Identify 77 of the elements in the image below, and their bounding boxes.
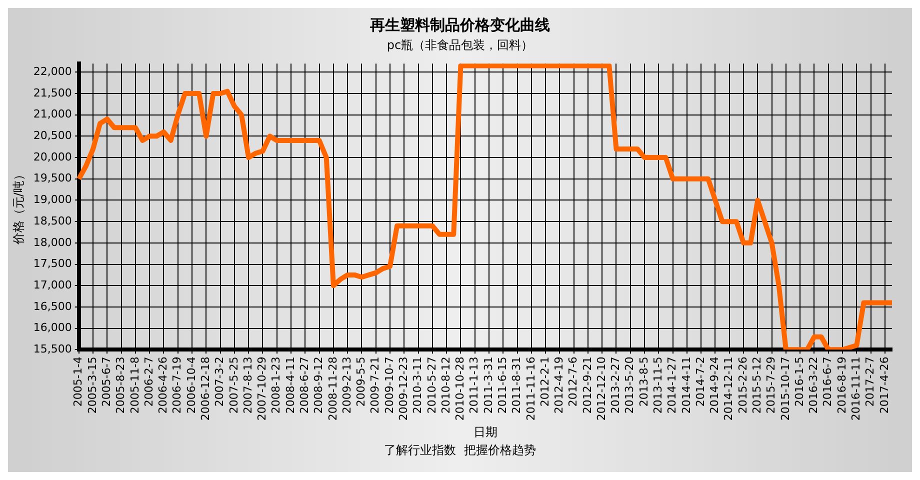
y-tick-label: 18,500 <box>33 214 72 228</box>
x-tick-label: 2017-4-26 <box>878 356 891 414</box>
x-tick-label: 2014-4-11 <box>680 356 693 414</box>
x-tick-label: 2006-4-26 <box>156 356 170 414</box>
y-tick-label: 20,500 <box>33 129 72 142</box>
x-tick-label: 2009-7-21 <box>368 356 382 414</box>
x-tick-label: 2014-9-24 <box>708 356 722 414</box>
y-tick-label: 17,500 <box>33 257 72 270</box>
x-tick-label: 2016-8-19 <box>835 356 848 414</box>
x-tick-label: 2010-10-28 <box>454 356 467 421</box>
x-tick-label: 2012-2-1 <box>538 356 552 407</box>
x-tick-label: 2014-1-27 <box>666 356 679 414</box>
x-tick-label: 2006-12-18 <box>199 356 212 421</box>
x-tick-label: 2011-8-31 <box>510 356 524 414</box>
x-tick-label: 2014-7-2 <box>694 356 707 407</box>
x-tick-label: 2008-6-27 <box>298 356 312 414</box>
x-tick-label: 2016-6-7 <box>821 356 834 407</box>
y-tick-label: 20,000 <box>33 150 72 164</box>
x-tick-label: 2011-11-16 <box>524 356 538 421</box>
x-tick-label: 2005-1-4 <box>72 356 85 407</box>
y-tick-label: 16,000 <box>33 321 72 334</box>
x-tick-label: 2008-9-12 <box>312 356 326 414</box>
x-tick-label: 2012-12-10 <box>594 356 608 421</box>
y-tick-label: 21,500 <box>33 86 72 100</box>
x-tick-label: 2011-3-31 <box>482 356 495 414</box>
y-tick-label: 21,000 <box>33 108 72 121</box>
y-tick-label: 19,500 <box>33 172 72 185</box>
x-tick-label: 2013-2-27 <box>609 356 622 414</box>
x-tick-label: 2010-8-12 <box>439 356 452 414</box>
x-tick-label: 2005-11-8 <box>128 356 142 414</box>
x-tick-label: 2009-10-7 <box>382 356 396 414</box>
x-tick-label: 2016-3-22 <box>807 356 820 414</box>
x-tick-label: 2011-1-13 <box>468 356 481 414</box>
y-tick-label: 17,000 <box>33 278 72 292</box>
x-tick-label: 2007-3-2 <box>213 356 226 407</box>
y-tick-label: 19,000 <box>33 193 72 206</box>
x-tick-label: 2008-11-28 <box>326 356 340 421</box>
x-tick-label: 2007-8-13 <box>241 356 254 414</box>
x-tick-label: 2005-3-15 <box>86 356 99 414</box>
x-tick-label: 2012-7-6 <box>566 356 580 407</box>
y-tick-label: 16,500 <box>33 300 72 313</box>
x-tick-label: 2015-7-29 <box>764 356 778 414</box>
x-tick-label: 2009-5-5 <box>354 356 368 407</box>
y-axis-title: 价格（元/吨） <box>11 168 26 246</box>
text: 了解行业指数 把握价格趋势 <box>383 442 537 459</box>
x-tick-label: 2016-11-11 <box>850 356 863 421</box>
x-tick-label: 2007-5-25 <box>227 356 240 414</box>
x-tick-label: 2012-9-21 <box>580 356 594 414</box>
x-tick-label: 2005-6-7 <box>100 356 114 407</box>
x-tick-label: 2006-2-7 <box>142 356 156 407</box>
x-tick-label: 2007-10-29 <box>256 356 269 421</box>
x-tick-label: 2008-4-11 <box>284 356 297 414</box>
y-tick-label: 22,000 <box>33 65 72 78</box>
x-axis-title: 日期 <box>473 424 498 439</box>
x-tick-label: 2014-12-11 <box>722 356 736 421</box>
x-tick-label: 2016-1-5 <box>792 356 806 407</box>
x-tick-label: 2009-2-13 <box>340 356 354 414</box>
x-tick-label: 2015-10-17 <box>778 356 792 421</box>
x-tick-label: 2017-2-7 <box>864 356 877 407</box>
x-tick-label: 2010-5-27 <box>425 356 438 414</box>
y-tick-label: 18,000 <box>33 236 72 249</box>
x-tick-label: 2006-7-19 <box>170 356 184 414</box>
x-tick-label: 2015-5-12 <box>750 356 764 414</box>
x-tick-label: 2013-8-5 <box>637 356 650 407</box>
x-tick-label: 2008-1-23 <box>270 356 283 414</box>
x-tick-label: 2015-2-26 <box>736 356 750 414</box>
x-tick-label: 2006-10-4 <box>184 356 198 414</box>
x-tick-label: 2009-12-23 <box>396 356 410 421</box>
x-tick-label: 2013-5-20 <box>623 356 636 414</box>
chart-title: 再生塑料制品价格变化曲线 <box>369 15 551 35</box>
y-tick-label: 15,500 <box>33 342 72 356</box>
x-tick-label: 2010-3-11 <box>411 356 424 414</box>
x-tick-label: 2005-8-23 <box>114 356 128 414</box>
x-tick-label: 2011-6-15 <box>496 356 509 414</box>
x-tick-label: 2013-11-5 <box>652 356 665 414</box>
x-tick-label: 2012-4-19 <box>552 356 566 414</box>
chart-subtitle: pc瓶（非食品包装，回料） <box>386 37 534 54</box>
